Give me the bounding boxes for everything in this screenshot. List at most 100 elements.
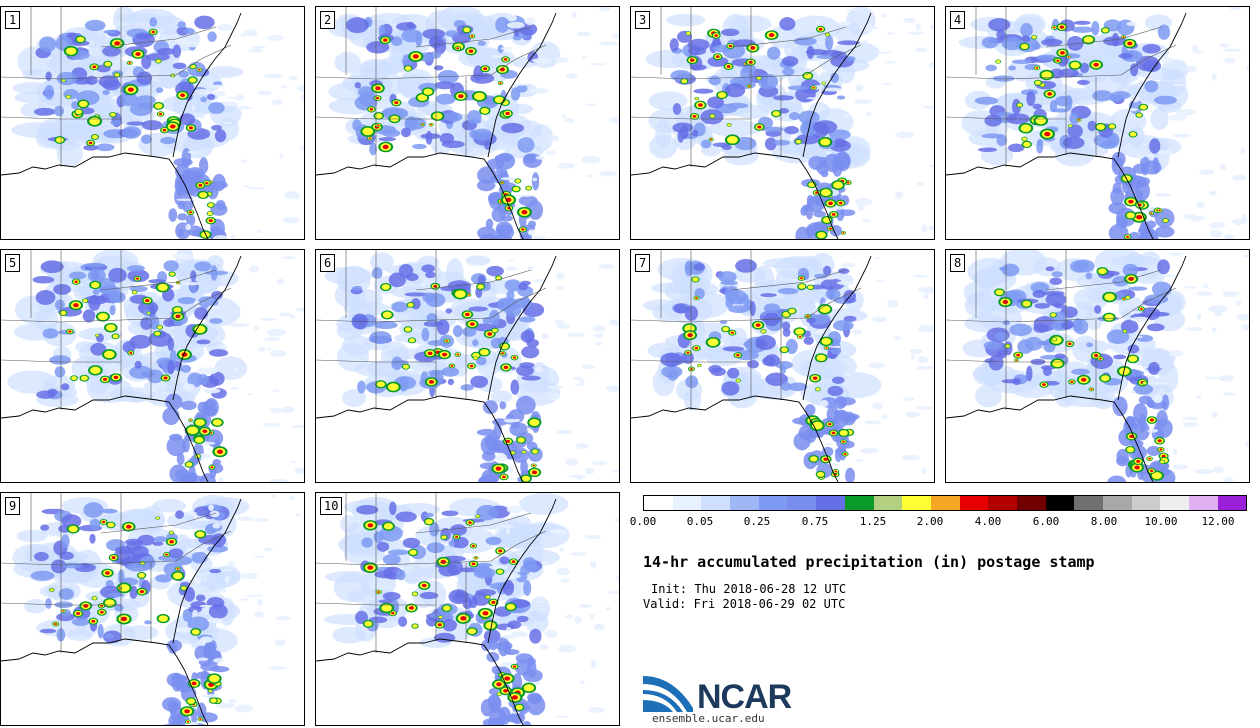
precip-cell [559,547,565,553]
colorbar-tick-label: 0.05 [686,515,714,528]
precip-cell [854,459,864,462]
precip-cell [687,333,693,338]
precip-cell [138,573,145,578]
precip-cell [772,95,794,101]
precip-cell [983,341,1002,350]
precip-cell [282,256,296,260]
precip-cell [777,287,799,295]
precip-cell [199,604,213,608]
precip-cell [518,316,536,323]
precip-cell [669,38,679,52]
precip-cell [83,604,89,608]
precip-cell [482,400,498,415]
precip-cell [151,30,155,34]
precip-cell [387,383,399,391]
precip-cell [913,274,928,278]
precip-cell [707,338,719,347]
precip-cell [207,31,217,43]
precip-cell [440,559,447,564]
precip-cell [505,266,518,271]
precip-cell [185,462,193,467]
precip-cell [923,293,929,300]
precip-cell [819,305,831,313]
precip-cell [242,159,247,163]
precip-cell [507,21,525,29]
precip-cell [684,260,694,277]
precip-cell [204,405,218,416]
precip-cell [1078,119,1080,121]
precip-cell [809,456,818,462]
precip-cell [484,281,491,291]
precip-cell [157,325,163,329]
precip-cell [782,311,790,317]
colorbar-swatch [1074,496,1103,510]
precip-cell [267,347,272,351]
precip-cell [447,378,455,386]
precip-map [316,250,619,482]
precip-cell [30,570,55,581]
precip-cell [539,644,549,651]
colorbar-swatch [1045,496,1075,510]
precip-cell [1030,281,1050,294]
precip-cell [1195,395,1202,400]
precip-cell [1196,312,1202,321]
precip-cell [544,630,558,638]
precip-cell [564,117,575,124]
precip-cell [1183,286,1199,289]
precip-cell [472,128,493,141]
precip-cell [409,338,416,343]
precip-cell [1034,302,1050,309]
precip-cell [374,113,383,119]
precip-cell [391,36,403,47]
precip-cell [127,269,150,283]
precip-cell [803,73,812,79]
precip-cell [476,179,496,192]
precip-cell [588,706,605,713]
precip-cell [191,577,202,585]
precip-cell [495,16,510,33]
precip-cell [454,290,466,298]
precip-cell [195,437,204,443]
precip-cell [826,405,839,424]
precip-cell [1176,108,1196,116]
ensemble-member-panel: 2 [315,6,620,240]
precip-cell [159,112,163,116]
precip-cell [114,41,120,46]
precip-cell [605,606,612,611]
precip-cell [1086,342,1094,348]
precip-cell [391,612,395,615]
precip-cell [76,36,85,43]
precip-cell [828,422,832,426]
precip-cell [477,284,484,289]
precip-cell [824,277,836,280]
precip-map [316,493,619,725]
precip-cell [404,327,412,332]
precip-cell [90,342,107,356]
precip-cell [182,40,200,48]
precip-cell [445,308,453,314]
precip-cell [485,621,496,630]
precip-cell [503,689,509,693]
precip-cell [821,338,831,345]
precip-cell [61,562,83,569]
precip-cell [1129,132,1137,137]
precip-cell [1107,475,1126,482]
precip-cell [830,72,839,83]
precip-cell [1054,304,1067,309]
precip-cell [511,560,516,563]
precip-cell [721,144,732,151]
precip-cell [817,471,825,477]
precip-cell [1172,133,1192,138]
precip-cell [378,137,396,142]
precip-cell [432,112,443,120]
precip-cell [1108,223,1129,239]
precip-cell [1106,329,1130,344]
precip-cell [68,330,72,333]
precip-cell [795,328,804,335]
precip-cell [590,561,597,569]
precip-cell [396,569,406,581]
precip-cell [223,121,233,124]
valid-time: Valid: Fri 2018-06-29 02 UTC [643,597,846,611]
precip-cell [1211,73,1217,82]
precip-cell [588,614,596,620]
